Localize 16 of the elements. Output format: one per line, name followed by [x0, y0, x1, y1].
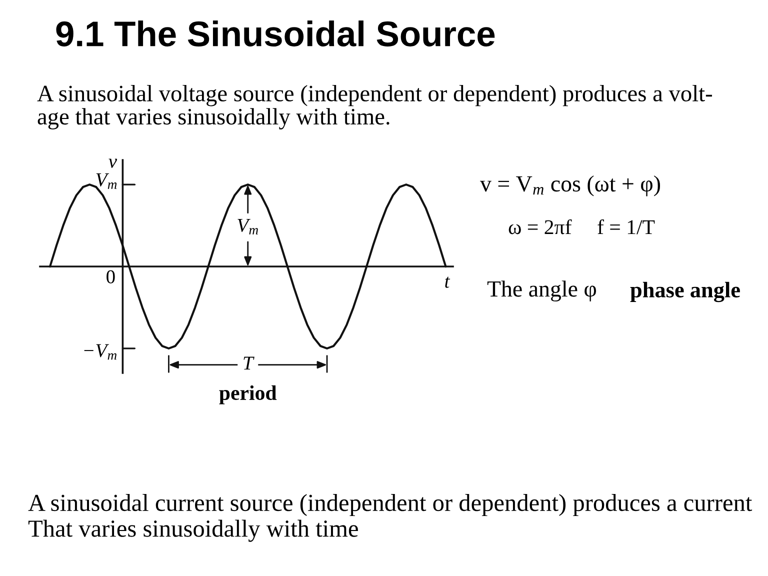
annotation: −V$_{m}$ — [84, 344, 117, 360]
annotation: V$_{m}$ — [96, 173, 117, 189]
y-axis-title: v — [108, 158, 118, 168]
text: f = 1/T — [598, 219, 655, 234]
annotation: 0 — [106, 270, 115, 284]
chart-title: 9.1 The Sinusoidal Source — [56, 20, 495, 47]
text: period — [219, 385, 277, 404]
text: T — [244, 356, 254, 370]
text: phase angle — [630, 282, 740, 302]
text: v = V$_{m}$ cos (ωt + φ) — [480, 175, 660, 196]
text: The angle φ — [487, 280, 596, 302]
x-axis-title: t — [445, 276, 450, 288]
chart-subtitle: A sinusoidal voltage source (independent or dependent) produces a volt- age that varies sinusoidally with time. — [37, 85, 712, 130]
annotation: V$_{m}$ — [238, 219, 258, 234]
text: A sinusoidal current source (independent or dependent) produces a current That varies sinusoidally with time — [28, 494, 752, 542]
text: ω = 2πf — [508, 219, 572, 234]
